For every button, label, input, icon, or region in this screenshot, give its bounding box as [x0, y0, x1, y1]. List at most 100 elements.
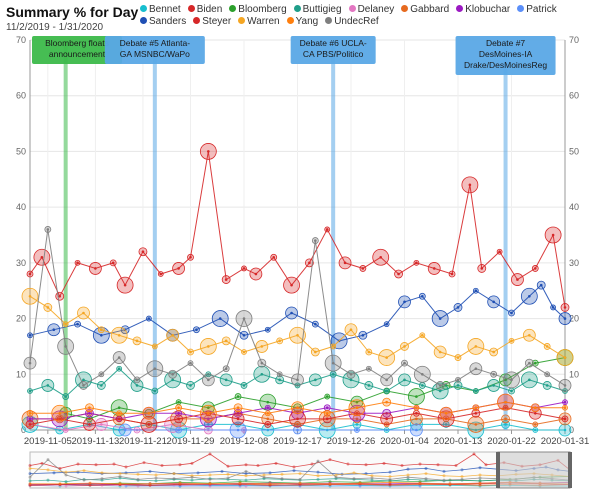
data-point-center — [415, 411, 418, 415]
data-point-center — [474, 367, 478, 371]
data-point-center — [355, 423, 359, 426]
legend-label: Patrick — [526, 4, 557, 15]
legend-item-biden[interactable]: Biden — [187, 4, 222, 16]
data-point-center — [349, 378, 353, 382]
data-point-center — [296, 428, 299, 432]
legend-swatch — [348, 5, 356, 12]
data-point-center — [290, 311, 293, 315]
overview-point — [172, 477, 176, 481]
data-point-center — [563, 417, 567, 421]
overview-point — [64, 470, 68, 474]
x-tick-label: 2020-01-31 — [541, 436, 590, 447]
overview-point — [352, 477, 356, 481]
legend-swatch — [401, 5, 409, 12]
legend-item-buttigieg[interactable]: Buttigieg — [293, 4, 342, 16]
legend-item-yang[interactable]: Yang — [286, 16, 319, 28]
data-point-center — [349, 372, 353, 376]
legend-item-warren[interactable]: Warren — [238, 16, 280, 28]
overview-point — [268, 471, 272, 475]
data-point-center — [171, 372, 174, 376]
legend-item-bloomberg[interactable]: Bloomberg — [229, 4, 287, 16]
overview-point — [424, 472, 428, 476]
data-point-center — [415, 406, 418, 410]
data-point-center — [510, 339, 513, 343]
data-point-center — [278, 339, 281, 343]
overview-point — [334, 473, 338, 477]
data-point-center — [189, 384, 192, 387]
legend-item-klobuchar[interactable]: Klobuchar — [456, 4, 510, 16]
data-point-center — [474, 289, 478, 293]
legend-item-bennet[interactable]: Bennet — [140, 4, 181, 16]
overview-point — [460, 468, 464, 472]
data-point-center — [266, 400, 270, 404]
brush-handle-right[interactable] — [568, 452, 572, 488]
overview-point — [388, 483, 392, 487]
data-point-center — [100, 384, 103, 387]
overview-point — [406, 467, 410, 471]
overview-point — [316, 459, 320, 463]
data-point-center — [551, 233, 555, 237]
annotation-label: Debate #7 — [486, 38, 525, 48]
brush-handle-left[interactable] — [496, 452, 500, 488]
data-point-center — [367, 384, 371, 387]
legend-item-undecref[interactable]: UndecRef — [325, 16, 379, 28]
data-point-center — [46, 306, 50, 309]
data-point-center — [189, 361, 192, 365]
overview-point — [352, 471, 356, 475]
data-point-center — [415, 395, 418, 398]
event-marker-line — [152, 40, 157, 430]
legend-item-steyer[interactable]: Steyer — [193, 16, 231, 28]
data-point-center — [325, 228, 329, 231]
legend-swatch — [517, 5, 525, 12]
data-point-center — [135, 384, 139, 387]
chart-subtitle: 11/2/2019 - 1/31/2020 — [6, 22, 104, 33]
overview-point — [82, 469, 86, 473]
overview-point — [478, 481, 482, 485]
legend-label: Yang — [295, 16, 319, 27]
overview-point — [280, 472, 284, 476]
data-point-center — [438, 384, 442, 387]
legend-item-patrick[interactable]: Patrick — [517, 4, 557, 16]
data-point-center — [432, 267, 436, 270]
data-point-center — [46, 384, 50, 387]
data-point-center — [159, 272, 163, 276]
overview-point — [274, 461, 278, 465]
legend-item-gabbard[interactable]: Gabbard — [401, 4, 449, 16]
data-point-center — [385, 322, 388, 326]
data-point-center — [563, 384, 567, 387]
y-tick-label-right: 20 — [569, 314, 579, 324]
overview-point — [226, 476, 230, 480]
data-point-center — [492, 384, 495, 387]
overview-point — [442, 469, 446, 473]
overview-point — [316, 474, 320, 478]
data-point-center — [504, 417, 507, 421]
overview-point — [442, 478, 446, 482]
y-tick-label-left: 70 — [16, 35, 26, 45]
data-point-center — [242, 384, 246, 387]
x-tick-label: 2019-12-17 — [273, 436, 322, 447]
data-point-center — [403, 361, 406, 365]
overview-point — [346, 462, 350, 466]
data-point-center — [325, 411, 329, 415]
legend-item-delaney[interactable]: Delaney — [348, 4, 394, 16]
overview-point — [82, 478, 86, 482]
overview-point — [388, 474, 392, 478]
data-point-center — [82, 384, 85, 387]
brush-selection[interactable] — [497, 451, 571, 489]
data-point-center — [236, 428, 240, 432]
data-point-center — [117, 367, 121, 371]
overview-point — [436, 463, 440, 467]
y-tick-label-right: 10 — [569, 369, 579, 379]
overview-point — [484, 463, 488, 467]
legend-label: Steyer — [202, 16, 232, 27]
data-point-center — [177, 417, 180, 421]
data-point-center — [533, 361, 537, 365]
legend-item-sanders[interactable]: Sanders — [140, 16, 186, 28]
event-marker-line — [63, 40, 68, 430]
overview-point — [124, 484, 128, 488]
data-point-center — [355, 428, 359, 432]
data-point-center — [64, 322, 67, 326]
overview-point — [400, 464, 404, 468]
data-point-center — [266, 417, 270, 421]
data-point-center — [266, 411, 270, 415]
